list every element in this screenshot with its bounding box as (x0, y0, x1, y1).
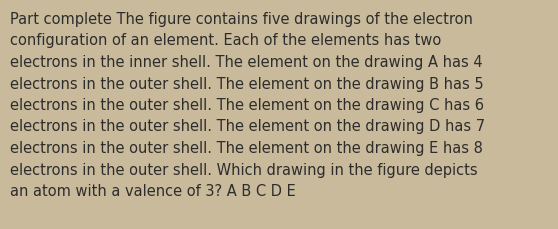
Text: electrons in the outer shell. Which drawing in the figure depicts: electrons in the outer shell. Which draw… (10, 162, 478, 177)
Text: electrons in the outer shell. The element on the drawing D has 7: electrons in the outer shell. The elemen… (10, 119, 485, 134)
Text: electrons in the outer shell. The element on the drawing B has 5: electrons in the outer shell. The elemen… (10, 76, 484, 91)
Text: electrons in the outer shell. The element on the drawing C has 6: electrons in the outer shell. The elemen… (10, 98, 484, 112)
Text: configuration of an element. Each of the elements has two: configuration of an element. Each of the… (10, 33, 441, 48)
Text: an atom with a valence of 3? A B C D E: an atom with a valence of 3? A B C D E (10, 183, 296, 198)
Text: Part complete The figure contains five drawings of the electron: Part complete The figure contains five d… (10, 12, 473, 27)
Text: electrons in the outer shell. The element on the drawing E has 8: electrons in the outer shell. The elemen… (10, 140, 483, 155)
Text: electrons in the inner shell. The element on the drawing A has 4: electrons in the inner shell. The elemen… (10, 55, 483, 70)
